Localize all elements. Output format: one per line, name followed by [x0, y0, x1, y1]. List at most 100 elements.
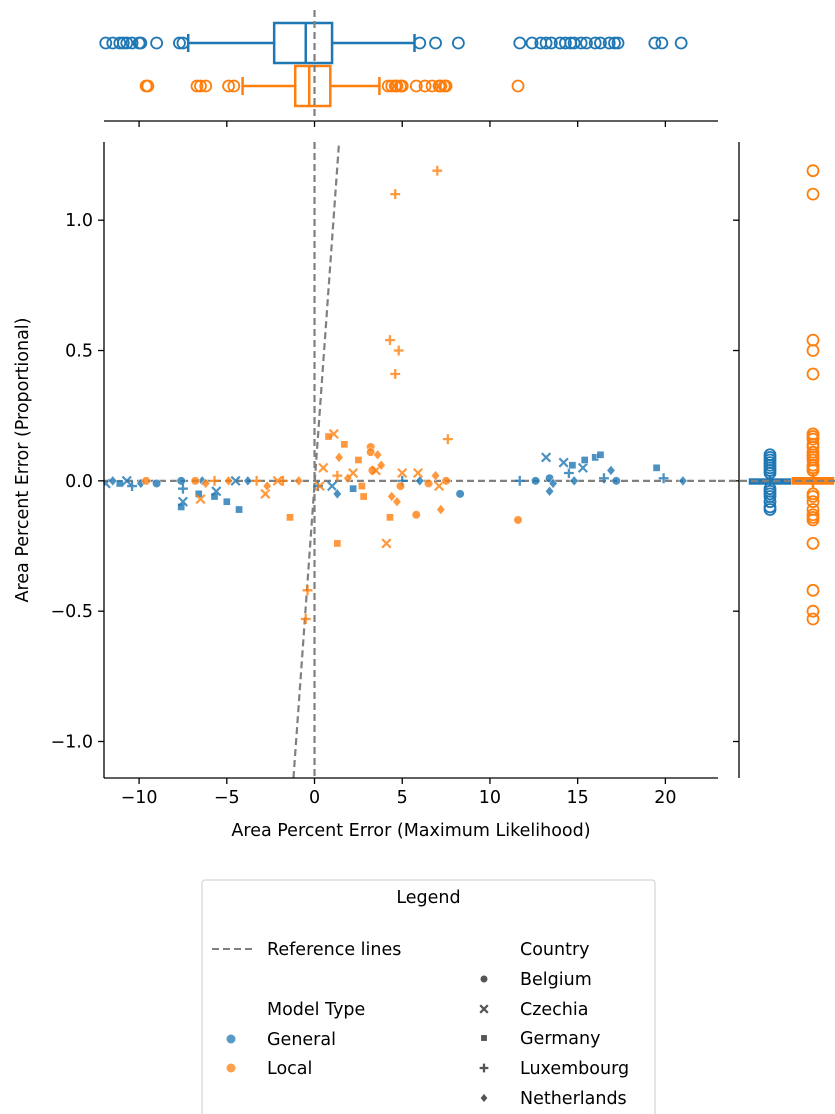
data-point-general-7: [176, 476, 186, 486]
outlier-0: [806, 612, 820, 626]
data-point-local-24: [348, 467, 359, 479]
data-point-local-13-shape: [302, 585, 313, 596]
data-point-local-15-shape: [314, 480, 325, 492]
data-points: [104, 165, 688, 624]
data-point-local-27-shape: [359, 492, 368, 501]
data-point-local-37-shape: [387, 490, 397, 503]
data-point-general-26: [514, 475, 525, 486]
data-point-general-28: [541, 452, 552, 463]
data-point-local-35-shape: [385, 513, 394, 522]
data-point-local-40-shape: [392, 496, 402, 508]
data-point-local-46-shape: [423, 478, 434, 489]
outlier-6: [806, 508, 820, 522]
outlier-11: [413, 36, 427, 50]
data-point-local-14-shape: [300, 614, 311, 624]
legend-country-markers: [479, 974, 489, 1104]
data-point-general-16: [230, 475, 241, 486]
outlier-9: [173, 36, 186, 50]
legend-local-label: Local: [267, 1059, 312, 1079]
data-point-general-45: [678, 475, 688, 487]
outlier-14: [418, 79, 432, 93]
data-point-local-45: [412, 467, 424, 479]
data-point-local-44-shape: [411, 510, 421, 520]
outlier-10: [806, 487, 820, 501]
data-point-local-51: [441, 476, 451, 486]
data-point-general-22: [349, 484, 358, 493]
data-point-local-7-shape: [260, 488, 271, 499]
data-point-general-45-shape: [678, 475, 688, 487]
outlier-10: [176, 36, 190, 50]
data-point-general-1-shape: [108, 475, 118, 487]
y-axis-label: Area Percent Error (Proportional): [13, 318, 33, 603]
outlier-29: [611, 36, 625, 50]
data-point-local-18: [328, 428, 339, 440]
data-point-local-43-shape: [397, 467, 408, 479]
data-point-local-0-shape: [141, 476, 151, 486]
axes: −10 −5 0 5 10 15 20 −1.0 −0.5 0.0 0.5 1.0: [51, 142, 718, 808]
data-point-general-17-shape: [235, 505, 244, 514]
x-tick-label-5: 15: [567, 788, 589, 808]
data-point-local-12: [294, 475, 304, 487]
data-point-general-35: [569, 475, 579, 487]
x-tick-label-0: −10: [121, 788, 158, 808]
data-point-local-41-shape: [393, 345, 404, 356]
legend-marker-luxembourg: [479, 1063, 489, 1073]
data-point-general-10: [177, 483, 188, 494]
data-point-general-42: [611, 476, 621, 486]
outlier-17: [539, 36, 553, 50]
data-point-general-2: [115, 479, 124, 488]
data-point-local-21-shape: [334, 451, 344, 464]
data-point-general-37: [580, 456, 589, 464]
data-point-general-24-shape: [415, 475, 425, 487]
data-point-general-21: [332, 488, 343, 500]
data-point-local-15: [314, 480, 325, 492]
data-point-local-47-shape: [430, 470, 441, 482]
data-point-general-25-shape: [455, 489, 465, 499]
data-point-general-42-shape: [611, 476, 621, 486]
data-point-general-3: [121, 475, 132, 486]
data-point-local-36: [385, 335, 395, 346]
data-point-general-1: [108, 475, 118, 487]
outlier-1: [141, 79, 155, 93]
data-point-general-22-shape: [349, 484, 358, 493]
outlier-12: [395, 79, 409, 93]
outlier-5: [125, 36, 139, 50]
legend-country-title: Country: [520, 940, 590, 960]
outlier-14: [763, 448, 777, 462]
data-point-general-39-shape: [596, 450, 605, 459]
data-point-local-48: [432, 165, 443, 176]
data-point-local-10: [277, 475, 288, 486]
data-point-local-34: [381, 538, 392, 549]
data-point-local-49-shape: [433, 480, 445, 492]
data-point-local-42: [395, 481, 406, 491]
outlier-12: [429, 36, 442, 50]
data-point-general-32: [558, 457, 569, 468]
data-point-general-9-shape: [177, 496, 189, 507]
legend: Legend Reference lines Model Type Genera…: [201, 879, 656, 1114]
top-marginal-boxplot: [99, 10, 718, 127]
legend-general-label: General: [267, 1030, 336, 1050]
data-point-local-43: [397, 467, 408, 479]
data-point-local-1: [190, 476, 200, 486]
scatter-plot-area: −10 −5 0 5 10 15 20 −1.0 −0.5 0.0 0.5 1.0: [51, 142, 718, 808]
data-point-general-30: [544, 485, 555, 497]
legend-reference-label: Reference lines: [267, 940, 401, 960]
data-point-local-35: [385, 513, 394, 522]
data-point-local-22-shape: [340, 440, 349, 449]
x-tick-label-1: −5: [214, 788, 240, 808]
outlier-7: [806, 503, 820, 516]
data-point-local-8-shape: [262, 480, 272, 492]
outlier-8: [150, 36, 164, 50]
outlier-30: [648, 36, 662, 50]
data-point-local-52-shape: [442, 434, 453, 445]
data-point-general-43-shape: [652, 463, 661, 472]
outlier-22: [806, 427, 820, 441]
data-point-general-9: [177, 496, 189, 507]
data-point-local-38: [390, 189, 401, 200]
outlier-26: [594, 36, 607, 50]
data-point-local-11: [285, 513, 294, 522]
data-point-general-27-shape: [530, 476, 541, 486]
outlier-17: [806, 445, 820, 459]
x-axis-label: Area Percent Error (Maximum Likelihood): [231, 821, 590, 841]
right-marginal-boxplot: [733, 142, 835, 778]
